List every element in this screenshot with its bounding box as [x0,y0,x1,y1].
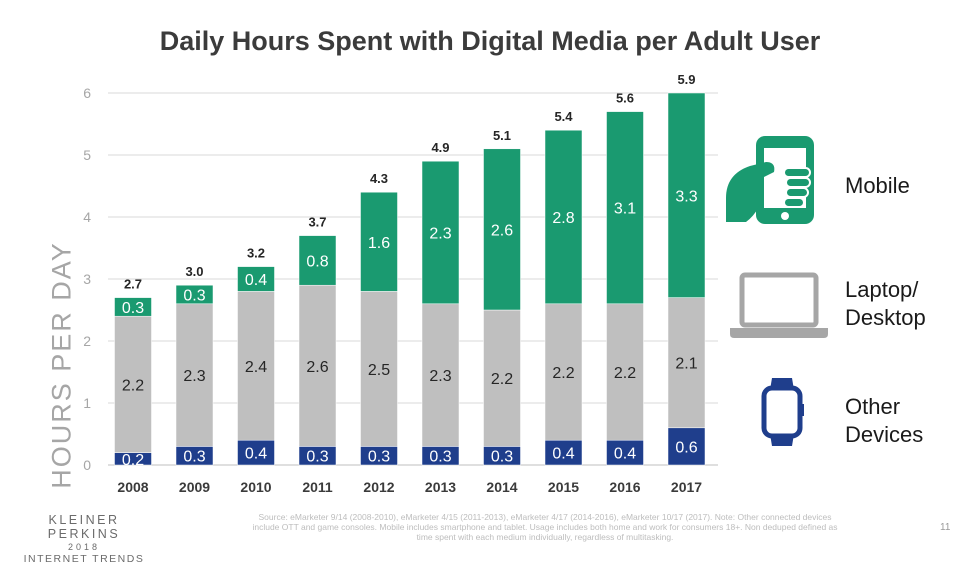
y-tick-label: 1 [83,395,91,411]
x-tick-label: 2008 [117,479,148,495]
bar-segment-laptop-desktop [544,303,583,441]
y-tick-label: 0 [83,457,91,473]
bar-segment-mobile [298,235,337,286]
data-label: 1.6 [368,235,390,252]
page-number: 11 [940,522,951,533]
data-label: 0.3 [429,449,451,466]
data-label: 2.3 [429,226,451,243]
bar-segment-mobile [483,148,521,311]
bar-segment-laptop-desktop [421,303,460,447]
data-label: 2.1 [675,356,697,373]
data-label: 2.6 [491,222,513,239]
data-label: 3.1 [614,201,636,218]
total-label: 5.6 [616,91,634,106]
bar-segment-laptop-desktop [114,315,152,453]
data-label: 2.2 [552,365,574,382]
x-tick-label: 2014 [486,479,517,495]
legend-mobile-label: Mobile [845,173,910,198]
x-tick-label: 2009 [179,479,210,495]
total-label: 4.9 [431,140,449,155]
source-note: Source: eMarketer 9/14 (2008-2010), eMar… [252,512,838,542]
bar-segment-laptop-desktop [606,303,644,441]
data-label: 0.3 [368,449,390,466]
data-label: 2.6 [306,359,328,376]
bar-segment-mobile [544,129,583,305]
data-label: 0.3 [491,449,513,466]
data-label: 3.3 [675,188,697,205]
bar-segment-other-devices [544,439,583,466]
data-label: 0.2 [122,452,144,469]
y-tick-label: 3 [83,271,91,287]
data-label: 0.8 [306,253,328,270]
y-tick-label: 6 [83,85,91,101]
y-tick-label: 5 [83,147,91,163]
total-label: 4.3 [370,171,388,186]
data-label: 0.6 [675,439,697,456]
chart-title: Daily Hours Spent with Digital Media per… [159,26,821,56]
bar-segment-other-devices [237,439,275,466]
bar-segment-other-devices [606,439,644,466]
legend-laptop-label: Laptop/ Desktop [845,277,926,330]
brand-year: 2018 [67,542,101,552]
data-label: 2.5 [368,362,390,379]
total-label: 5.9 [677,72,695,87]
bar-segment-laptop-desktop [360,291,398,447]
smartwatch-icon [761,378,804,446]
bar-segment-other-devices [667,427,706,466]
legend-other-label: Other Devices [845,394,924,447]
x-tick-label: 2017 [671,479,702,495]
total-label: 3.0 [185,264,203,279]
y-axis-label: HOURS PER DAY [46,241,77,489]
data-label: 0.4 [245,446,267,463]
total-label: 5.4 [554,109,573,124]
bar-segment-laptop-desktop [175,303,214,447]
bar-segment-mobile [360,191,398,292]
x-tick-label: 2015 [548,479,579,495]
data-label: 0.4 [245,272,267,289]
data-label: 2.2 [122,377,144,394]
data-label: 0.3 [306,449,328,466]
bar-segment-mobile [667,92,706,298]
smartphone-in-hand-icon [726,136,814,224]
data-label: 0.3 [183,449,205,466]
data-label: 2.8 [552,210,574,227]
x-tick-label: 2011 [302,479,333,495]
data-label: 2.2 [491,371,513,388]
data-label: 0.4 [614,446,636,463]
brand-logo: KLEINER PERKINS 2018 INTERNET TRENDS [10,513,158,565]
y-tick-label: 4 [83,209,91,225]
bar-segment-mobile [237,266,275,292]
laptop-icon [730,272,828,338]
bar-segment-laptop-desktop [667,297,706,429]
data-label: 0.4 [552,446,574,463]
data-label: 2.4 [245,359,267,376]
bar-segment-mobile [606,111,644,305]
bar-segment-laptop-desktop [483,309,521,447]
bar-segment-mobile [114,297,152,317]
total-label: 2.7 [124,277,142,292]
total-label: 3.7 [308,215,326,230]
data-label: 0.3 [122,300,144,317]
x-tick-label: 2010 [240,479,271,495]
x-tick-label: 2012 [363,479,394,495]
data-label: 2.3 [183,368,205,385]
y-tick-label: 2 [83,333,91,349]
brand-name: KLEINER PERKINS [47,513,121,541]
data-label: 2.2 [614,365,636,382]
total-label: 5.1 [493,128,511,143]
x-tick-label: 2013 [425,479,456,495]
x-tick-label: 2016 [609,479,640,495]
total-label: 3.2 [247,246,265,261]
bar-segment-mobile [175,284,214,305]
data-label: 2.3 [429,368,451,385]
bar-segment-mobile [421,160,460,305]
data-label: 0.3 [183,288,205,305]
